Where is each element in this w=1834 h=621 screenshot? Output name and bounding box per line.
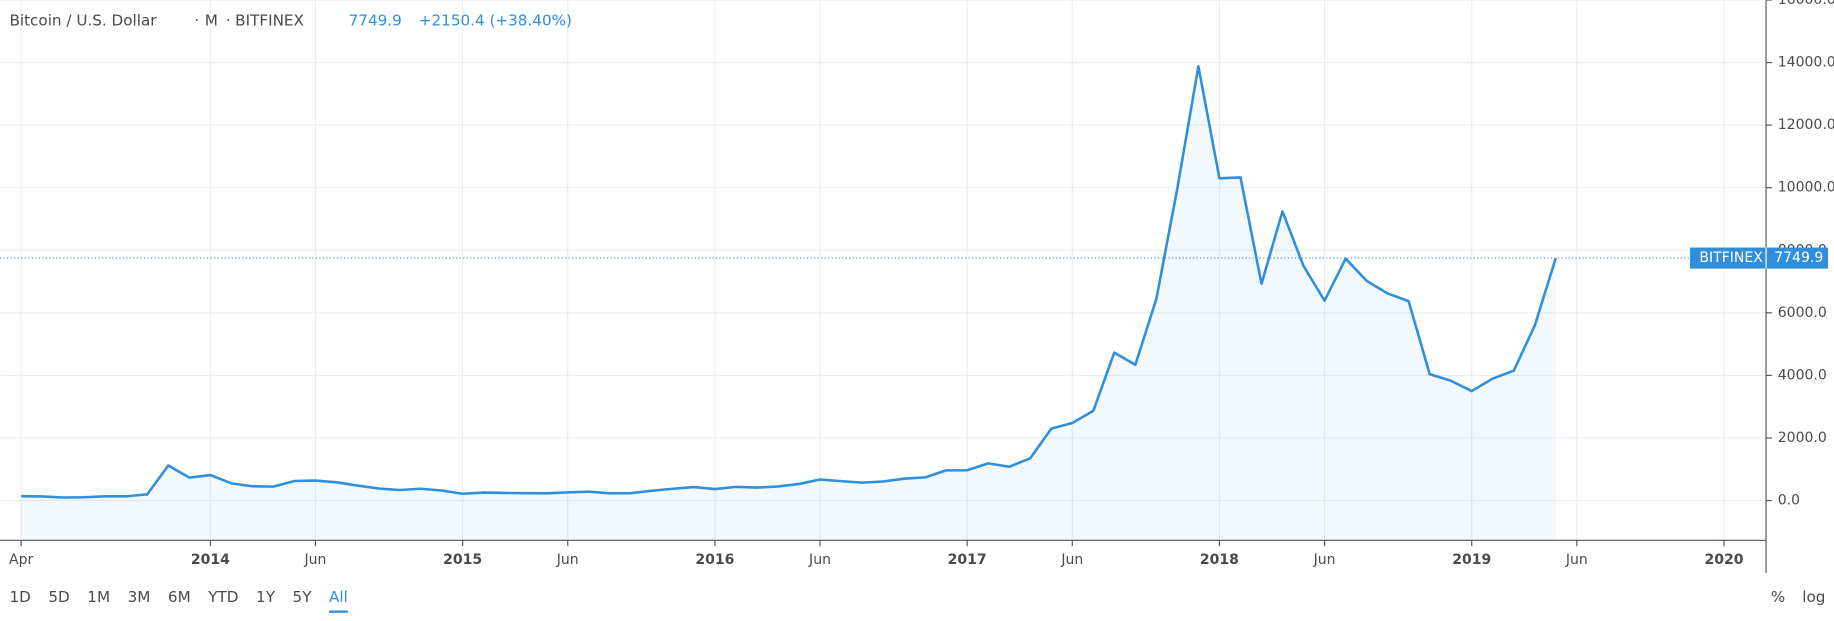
range-button[interactable]: 1M xyxy=(87,588,110,606)
x-tick-label: 2015 xyxy=(443,552,482,568)
scale-option[interactable]: % xyxy=(1771,588,1785,606)
plot xyxy=(0,65,1767,541)
axes: 0.02000.04000.06000.08000.010000.012000.… xyxy=(9,0,1834,568)
y-tick-label: 2000.0 xyxy=(1778,430,1827,446)
grid xyxy=(0,0,1767,541)
x-tick-label: Jun xyxy=(1313,552,1336,568)
x-tick-label: Jun xyxy=(304,552,327,568)
range-button[interactable]: 5Y xyxy=(293,588,313,606)
y-tick-label: 14000.0 xyxy=(1778,55,1834,71)
x-tick-label: Jun xyxy=(1565,552,1588,568)
symbol: Bitcoin / U.S. Dollar xyxy=(9,12,157,30)
range-button[interactable]: 3M xyxy=(128,588,151,606)
price-tag-bg xyxy=(1690,247,1829,269)
interval: M xyxy=(205,12,218,30)
y-tick-label: 6000.0 xyxy=(1778,305,1827,321)
price-tag-value: 7749.9 xyxy=(1774,250,1823,266)
y-tick-label: 10000.0 xyxy=(1778,180,1834,196)
header: Bitcoin / U.S. Dollar · M · BITFINEX 774… xyxy=(9,12,572,30)
separator: · xyxy=(226,12,231,30)
x-tick-label: 2018 xyxy=(1200,552,1239,568)
last-price: 7749.9 xyxy=(349,12,402,30)
x-tick-label: Jun xyxy=(1060,552,1083,568)
price-tag-exchange: BITFINEX xyxy=(1699,250,1763,266)
active-underline xyxy=(329,610,348,613)
area-fill xyxy=(21,66,1556,541)
range-button[interactable]: All xyxy=(329,588,348,606)
price-change: +2150.4 (+38.40%) xyxy=(419,12,572,30)
range-button[interactable]: YTD xyxy=(207,588,238,606)
price-line xyxy=(21,65,1558,499)
x-tick-label: 2019 xyxy=(1452,552,1491,568)
range-button[interactable]: 1D xyxy=(9,588,30,606)
x-tick-label: Apr xyxy=(9,552,33,568)
range-button[interactable]: 5D xyxy=(48,588,69,606)
x-tick-label: 2017 xyxy=(948,552,987,568)
scale-option[interactable]: log xyxy=(1802,588,1825,606)
x-tick-label: Jun xyxy=(556,552,579,568)
separator: · xyxy=(194,12,199,30)
y-tick-label: 16000.0 xyxy=(1778,0,1834,8)
y-tick-label: 12000.0 xyxy=(1778,117,1834,133)
exchange: BITFINEX xyxy=(235,12,304,30)
y-tick-label: 0.0 xyxy=(1778,493,1800,509)
x-tick-label: Jun xyxy=(808,552,831,568)
toolbar: 1D 5D 1M 3M 6M YTD 1Y 5Y All% log xyxy=(9,588,1825,613)
range-button[interactable]: 1Y xyxy=(256,588,276,606)
x-tick-label: 2016 xyxy=(695,552,734,568)
y-tick-label: 4000.0 xyxy=(1778,367,1827,383)
x-tick-label: 2020 xyxy=(1704,552,1743,568)
range-button[interactable]: 6M xyxy=(168,588,191,606)
x-tick-label: 2014 xyxy=(191,552,230,568)
